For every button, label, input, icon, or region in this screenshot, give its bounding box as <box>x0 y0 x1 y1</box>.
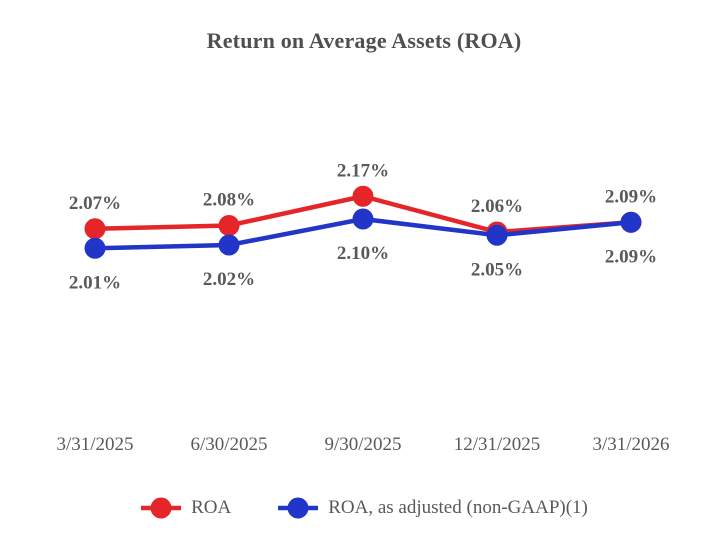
legend-label-0: ROA <box>191 497 232 518</box>
data-label-0-0: 2.07% <box>69 193 121 214</box>
data-label-0-2: 2.17% <box>337 160 389 181</box>
data-point-1-1 <box>218 234 240 256</box>
legend-item-0: ROA <box>140 496 231 520</box>
data-label-1-2: 2.10% <box>337 243 389 264</box>
data-point-1-0 <box>84 237 106 259</box>
data-point-0-2 <box>352 185 374 207</box>
legend-item-1: ROA, as adjusted (non-GAAP)(1) <box>277 496 588 520</box>
chart-title: Return on Average Assets (ROA) <box>206 28 522 53</box>
data-label-0-4: 2.09% <box>605 186 657 207</box>
data-label-1-4: 2.09% <box>605 246 657 267</box>
x-axis-label-2: 9/30/2025 <box>324 434 401 455</box>
data-point-0-1 <box>218 215 240 236</box>
data-label-1-3: 2.05% <box>471 259 523 280</box>
data-point-1-2 <box>352 208 374 230</box>
data-point-0-0 <box>84 218 106 240</box>
line-chart: 2.07% 2.08% 2.17% 2.06% 2.09% 2.01% 2.02% 2.10%… <box>56 160 669 455</box>
data-label-1-0: 2.01% <box>69 272 121 293</box>
data-label-1-1: 2.02% <box>203 269 255 290</box>
legend-marker-icon <box>141 497 182 519</box>
legend-marker-icon <box>278 497 319 519</box>
data-label-0-1: 2.08% <box>203 190 255 211</box>
data-point-1-3 <box>486 224 508 246</box>
x-axis-label-3: 12/31/2025 <box>454 434 541 455</box>
x-axis-label-4: 3/31/2026 <box>592 434 669 455</box>
data-point-1-4 <box>620 211 642 233</box>
legend-label-1: ROA, as adjusted (non-GAAP)(1) <box>328 497 588 518</box>
x-axis-label-0: 3/31/2025 <box>56 434 133 455</box>
legend: ROA ROA, as adjusted (non-GAAP)(1) <box>0 490 728 526</box>
x-axis-label-1: 6/30/2025 <box>190 434 267 455</box>
data-label-0-3: 2.06% <box>471 196 523 217</box>
